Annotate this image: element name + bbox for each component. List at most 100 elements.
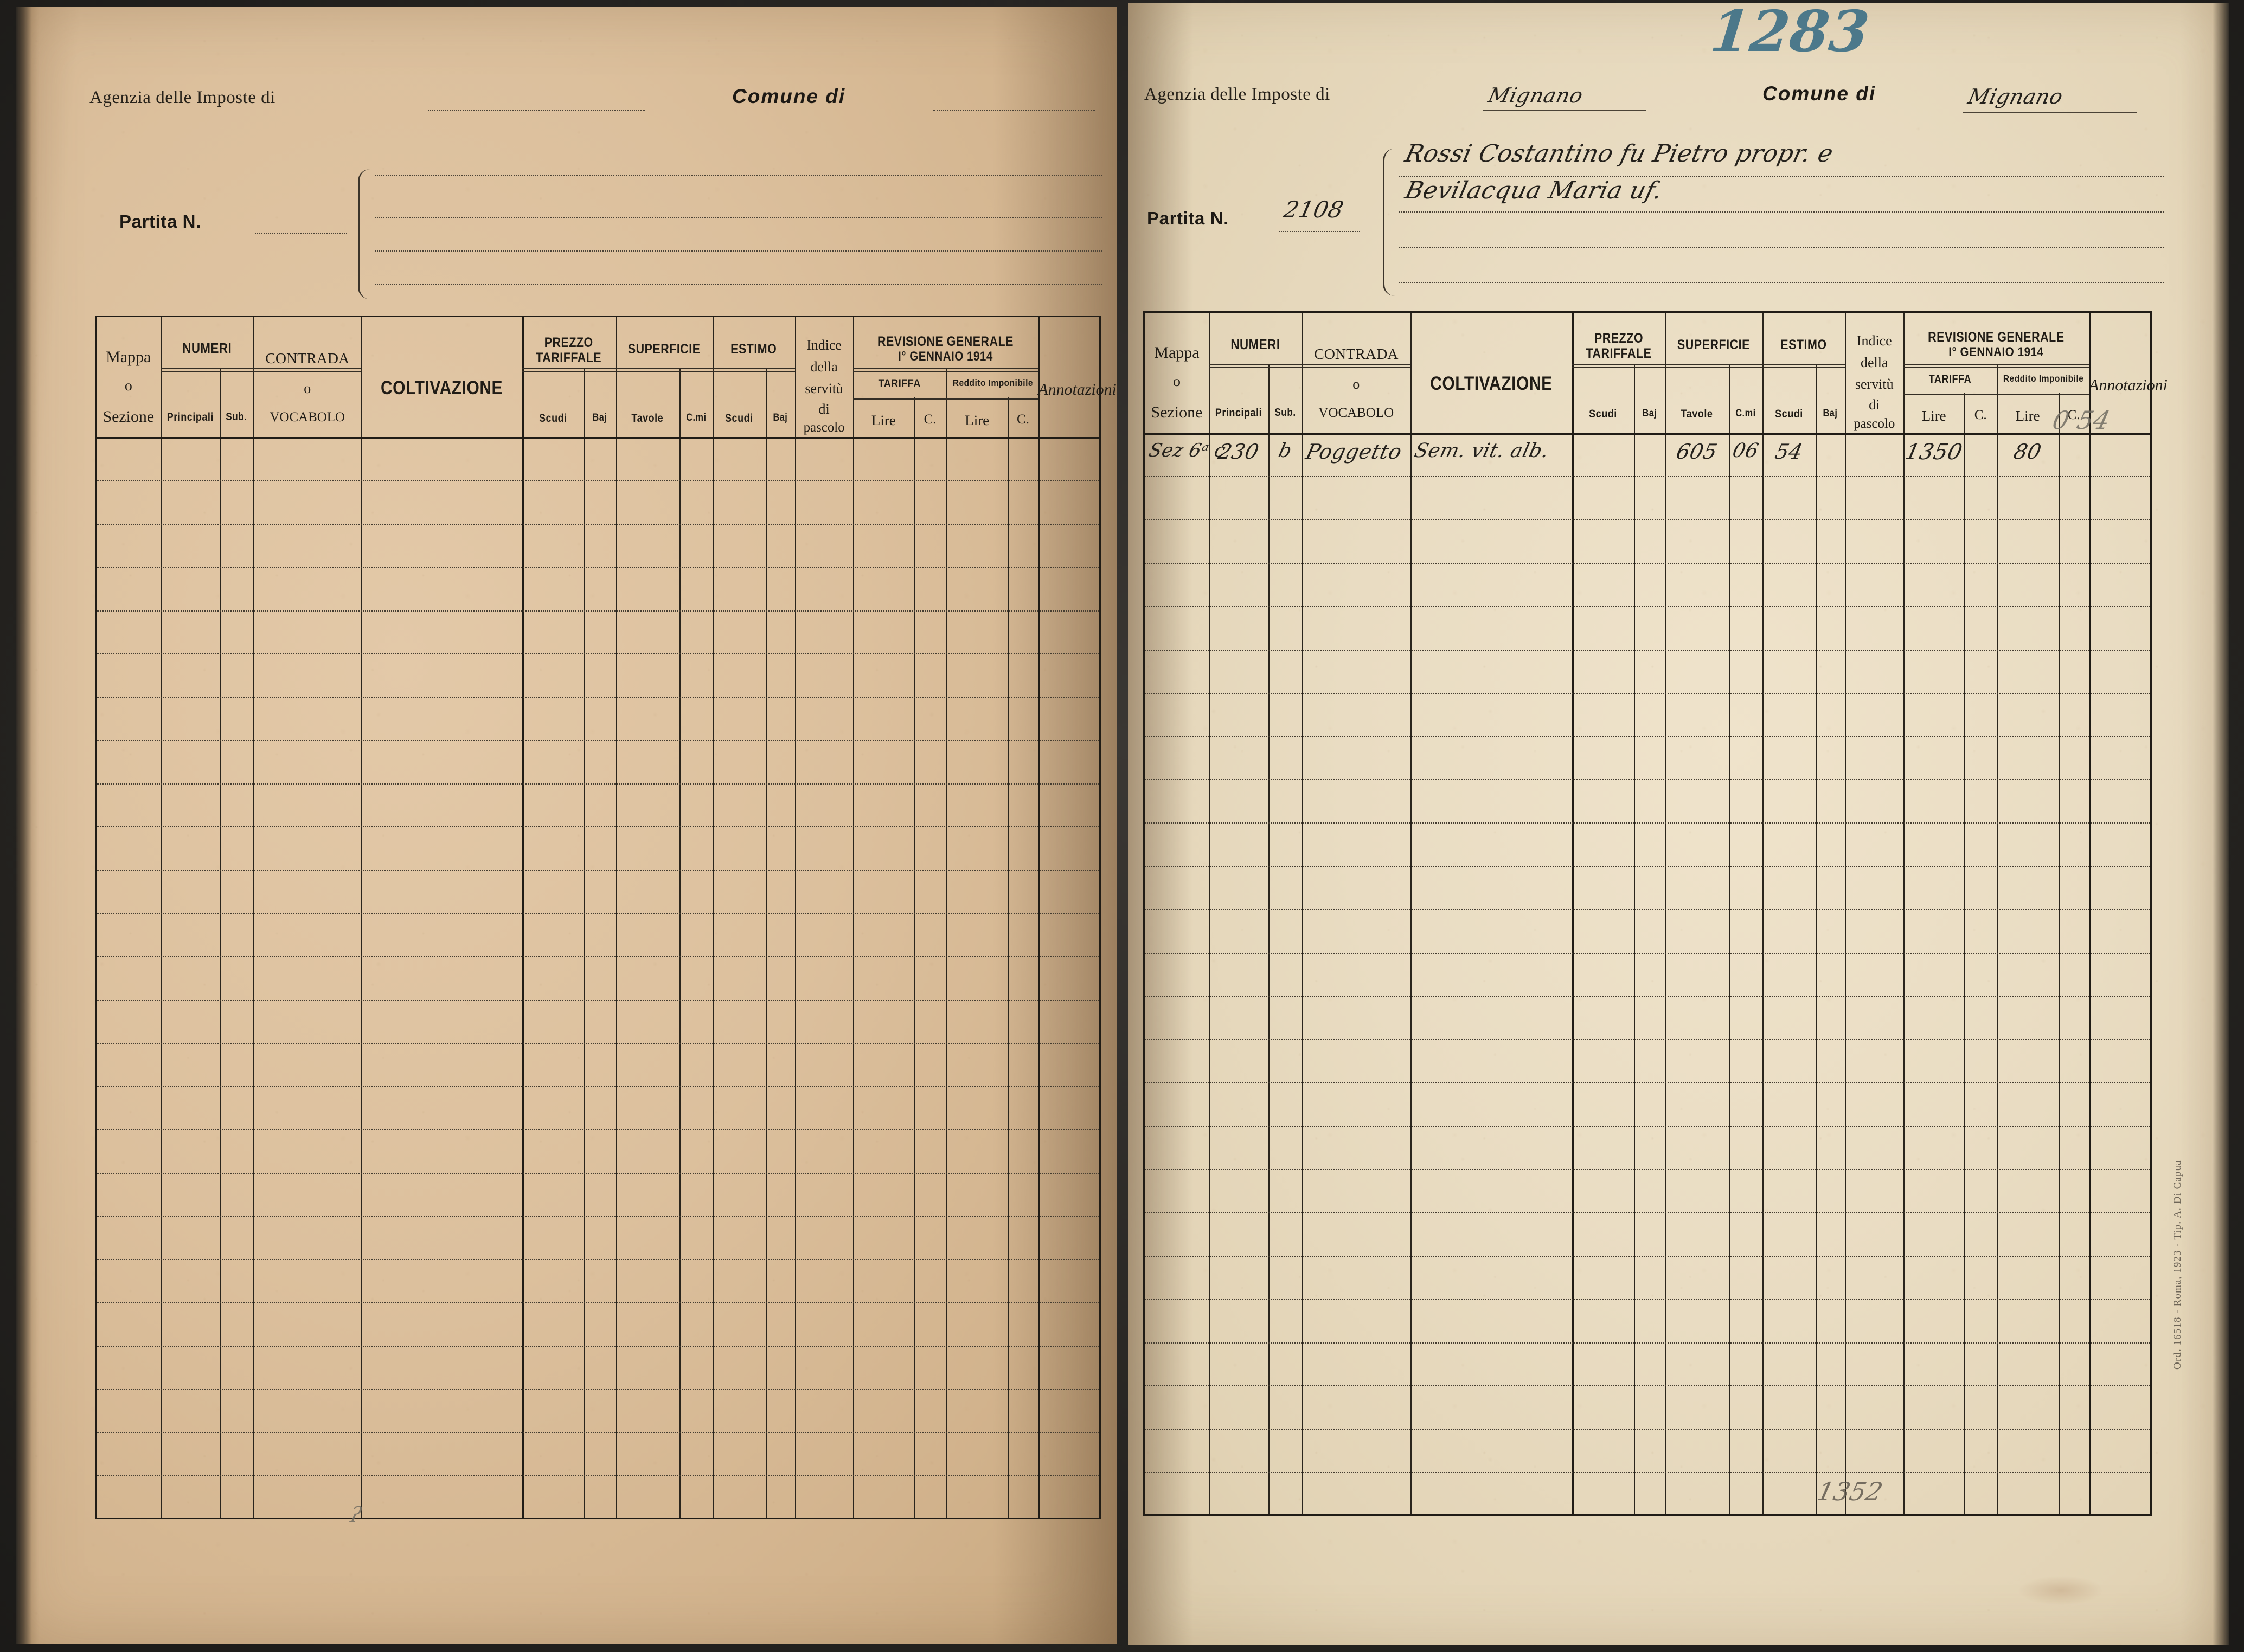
column-header-label: Indice xyxy=(1856,332,1892,349)
row-rule xyxy=(97,567,1099,568)
row-rule xyxy=(1762,363,1845,365)
cell-superficie-tavole[interactable]: 605 xyxy=(1674,439,1720,464)
row-rule xyxy=(1145,995,2150,997)
column-header-label: REVISIONE GENERALE xyxy=(877,333,1014,349)
comune-value-rule-left[interactable] xyxy=(933,110,1095,111)
owner-line-2-right[interactable] xyxy=(1399,211,2164,213)
row-rule xyxy=(615,368,713,369)
row-rule xyxy=(1145,1385,2150,1387)
column-header-label: Lire xyxy=(1921,407,1946,424)
cell-reddito-lire[interactable]: 80 xyxy=(2011,439,2044,464)
column-header-label: Annotazioni xyxy=(2089,376,2168,394)
row-rule xyxy=(1903,367,2089,368)
row-rule xyxy=(97,913,1099,915)
column-header-label: servitù xyxy=(805,380,843,396)
cadastral-table-left: Mappa o Sezione NUMERI Principali Sub. CONTRAD… xyxy=(95,316,1117,1519)
column-header-label: Baj xyxy=(592,412,607,423)
cell-numeri-principali[interactable]: 230 xyxy=(1215,439,1261,464)
agenzia-value-rule-right[interactable] xyxy=(1483,110,1646,111)
owner-line-3-left[interactable] xyxy=(375,250,1102,252)
column-header-label: Annotazioni xyxy=(1038,380,1117,398)
right-page: 1283 Agenzia delle Imposte di Mignano Co… xyxy=(1128,3,2229,1645)
row-rule xyxy=(853,371,1038,372)
partita-label-right: Partita N. xyxy=(1147,208,1229,228)
comune-value-right[interactable]: Mignano xyxy=(1965,85,2066,108)
agenzia-value-rule-left[interactable] xyxy=(428,110,645,111)
agenzia-value-right[interactable]: Mignano xyxy=(1485,83,1586,107)
owner-brace-right xyxy=(1383,149,1397,296)
row-rule xyxy=(1145,909,2150,910)
column-divider xyxy=(1208,313,1210,1514)
column-header-label: Principali xyxy=(1215,406,1262,419)
owner-line-1-left[interactable] xyxy=(375,175,1102,176)
column-header-label: Scudi xyxy=(725,412,753,425)
owner-line-4-left[interactable] xyxy=(375,284,1102,285)
column-header-label: TARIFFALE xyxy=(1585,345,1652,361)
row-rule xyxy=(97,1432,1099,1434)
row-rule xyxy=(97,1043,1099,1044)
row-rule xyxy=(713,368,795,369)
owner-value-1-right[interactable]: Rossi Costantino fu Pietro propr. e xyxy=(1402,140,1836,168)
row-rule xyxy=(1145,1169,2150,1171)
column-divider xyxy=(1903,313,1905,1514)
right-page-torn-edge xyxy=(2213,3,2229,1645)
column-divider xyxy=(1665,313,1666,1514)
column-divider xyxy=(253,317,255,1518)
row-rule xyxy=(97,653,1099,655)
column-divider xyxy=(615,317,617,1518)
owner-line-3-right[interactable] xyxy=(1399,247,2164,248)
partita-value-rule-left[interactable] xyxy=(255,233,347,234)
column-header-label: C.mi xyxy=(1735,407,1756,419)
owner-line-1-right[interactable] xyxy=(1399,176,2164,177)
row-rule xyxy=(97,1259,1099,1261)
row-rule xyxy=(1145,779,2150,781)
row-rule xyxy=(1145,1039,2150,1040)
cadastral-table-right: Mappa o Sezione NUMERI Principali Sub. CONTRAD… xyxy=(1143,311,2168,1516)
column-header-label: C. xyxy=(1017,412,1029,427)
cell-superficie-cmi[interactable]: 06 xyxy=(1730,439,1761,462)
row-rule xyxy=(1145,822,2150,824)
row-rule xyxy=(97,1345,1099,1347)
owner-value-2-right[interactable]: Bevilacqua Maria uf. xyxy=(1402,177,1665,204)
row-rule xyxy=(1145,1472,2150,1474)
cell-coltivazione[interactable]: Sem. vit. alb. xyxy=(1412,439,1551,462)
column-header-label: Reddito Imponibile xyxy=(952,377,1033,388)
row-rule xyxy=(1145,1255,2150,1257)
owner-line-4-right[interactable] xyxy=(1399,282,2164,283)
column-header-label: SUPERFICIE xyxy=(627,341,701,357)
column-header-label: Principali xyxy=(166,410,214,423)
column-header-label: o xyxy=(1172,372,1181,390)
comune-label-right: Comune di xyxy=(1762,82,1876,105)
column-header-label: TARIFFALE xyxy=(536,350,602,365)
cell-tariffa-lire[interactable]: 1350 xyxy=(1903,439,1965,465)
column-divider xyxy=(361,317,363,1518)
column-header-label: REVISIONE GENERALE xyxy=(1928,329,2065,345)
row-rule xyxy=(1572,363,1665,365)
column-header-label: Sub. xyxy=(1274,406,1296,419)
comune-value-rule-right[interactable] xyxy=(1963,112,2137,113)
column-header-label: o xyxy=(304,380,311,396)
cell-estimo-scudi[interactable]: 54 xyxy=(1773,439,1806,464)
row-rule xyxy=(1145,649,2150,651)
cell-mappa[interactable]: Sez 6ᵃ c xyxy=(1146,439,1228,461)
column-divider xyxy=(1633,364,1635,1514)
column-header-label: CONTRADA xyxy=(1314,345,1399,363)
column-header-label: NUMERI xyxy=(182,340,232,356)
row-rule xyxy=(97,870,1099,871)
cell-contrada[interactable]: Poggetto xyxy=(1303,439,1405,464)
partita-value-right[interactable]: 2108 xyxy=(1281,196,1347,223)
column-header-label: TARIFFA xyxy=(879,377,921,390)
column-header-label: ESTIMO xyxy=(1780,337,1828,352)
row-rule xyxy=(97,1086,1099,1088)
row-rule xyxy=(1145,1299,2150,1300)
row-rule xyxy=(713,371,795,372)
row-rule xyxy=(97,999,1099,1001)
row-rule xyxy=(1145,476,2150,478)
owner-line-2-left[interactable] xyxy=(375,217,1102,218)
cell-numeri-sub[interactable]: b xyxy=(1276,439,1294,462)
partita-value-rule-right[interactable] xyxy=(1279,231,1360,232)
agenzia-label-left: Agenzia delle Imposte di xyxy=(89,88,275,107)
column-divider xyxy=(584,369,586,1518)
owner-brace-left xyxy=(358,169,372,299)
column-header-label: ESTIMO xyxy=(730,341,777,357)
